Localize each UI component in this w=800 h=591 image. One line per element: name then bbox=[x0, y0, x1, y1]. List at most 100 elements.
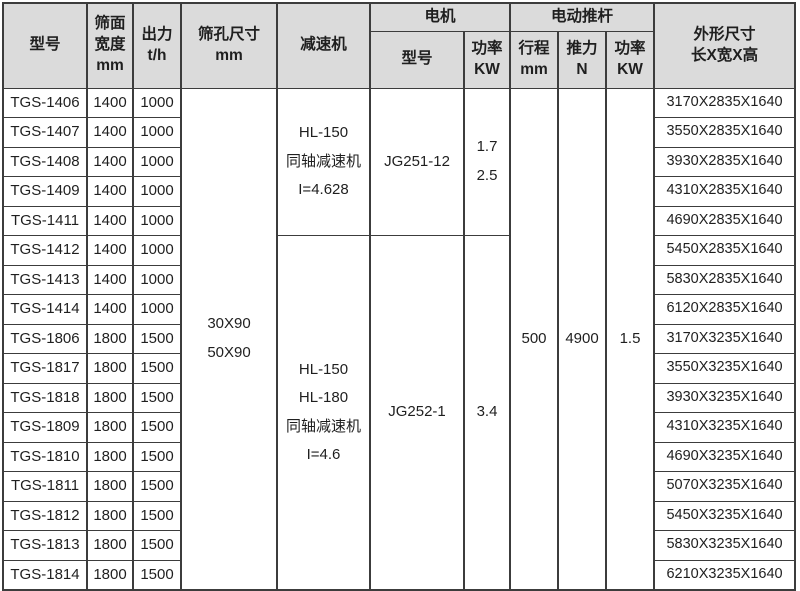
cell-model: TGS-1809 bbox=[2, 412, 88, 443]
header-reducer: 减速机 bbox=[276, 2, 371, 89]
cell-hole-size: 30X90 50X90 bbox=[180, 87, 278, 591]
cell-screen-width: 1800 bbox=[86, 323, 134, 354]
cell-dimensions: 3550X2835X1640 bbox=[653, 117, 797, 148]
table-header: 型号 筛面 宽度 mm 出力 t/h 筛孔尺寸 mm 减速机 电机 电动推杆 外… bbox=[2, 2, 797, 89]
cell-screen-width: 1400 bbox=[86, 146, 134, 177]
cell-output: 1500 bbox=[132, 323, 182, 354]
cell-output: 1500 bbox=[132, 471, 182, 502]
cell-dimensions: 6120X2835X1640 bbox=[653, 294, 797, 325]
table-row: TGS-1412 1400 1000 HL-150 HL-180 同轴减速机 I… bbox=[2, 235, 797, 591]
cell-screen-width: 1400 bbox=[86, 205, 134, 236]
cell-model: TGS-1810 bbox=[2, 441, 88, 472]
cell-model: TGS-1814 bbox=[2, 559, 88, 591]
table-row: TGS-1812 1800 1500 5450X3235X1640 bbox=[2, 500, 797, 531]
cell-dimensions: 3170X2835X1640 bbox=[653, 87, 797, 118]
table-row: TGS-1811 1800 1500 5070X3235X1640 bbox=[2, 471, 797, 502]
header-actuator-power: 功率 KW bbox=[605, 30, 656, 89]
cell-model: TGS-1407 bbox=[2, 117, 88, 148]
header-motor-power: 功率 KW bbox=[462, 30, 512, 89]
table-row: TGS-1408 1400 1000 3930X2835X1640 bbox=[2, 146, 797, 177]
table-row: TGS-1406 1400 1000 30X90 50X90 HL-150 同轴… bbox=[2, 87, 797, 591]
cell-screen-width: 1400 bbox=[86, 264, 134, 295]
cell-output: 1000 bbox=[132, 117, 182, 148]
cell-output: 1500 bbox=[132, 500, 182, 531]
cell-output: 1000 bbox=[132, 264, 182, 295]
header-model: 型号 bbox=[2, 2, 88, 89]
cell-dimensions: 4310X2835X1640 bbox=[653, 176, 797, 207]
cell-dimensions: 4690X2835X1640 bbox=[653, 205, 797, 236]
cell-actuator-power: 1.5 bbox=[605, 87, 656, 591]
table-row: TGS-1809 1800 1500 4310X3235X1640 bbox=[2, 412, 797, 443]
table-body: TGS-1406 1400 1000 30X90 50X90 HL-150 同轴… bbox=[2, 87, 797, 591]
cell-screen-width: 1400 bbox=[86, 235, 134, 266]
cell-model: TGS-1813 bbox=[2, 530, 88, 561]
cell-dimensions: 5450X2835X1640 bbox=[653, 235, 797, 266]
cell-dimensions: 3170X3235X1640 bbox=[653, 323, 797, 354]
table-row: TGS-1810 1800 1500 4690X3235X1640 bbox=[2, 441, 797, 472]
cell-model: TGS-1818 bbox=[2, 382, 88, 413]
cell-model: TGS-1811 bbox=[2, 471, 88, 502]
cell-dimensions: 4310X3235X1640 bbox=[653, 412, 797, 443]
cell-reducer-group2: HL-150 HL-180 同轴减速机 I=4.6 bbox=[276, 235, 371, 591]
cell-model: TGS-1414 bbox=[2, 294, 88, 325]
cell-screen-width: 1800 bbox=[86, 471, 134, 502]
cell-model: TGS-1812 bbox=[2, 500, 88, 531]
cell-output: 1000 bbox=[132, 146, 182, 177]
cell-dimensions: 5830X3235X1640 bbox=[653, 530, 797, 561]
cell-motor-model-group1: JG251-12 bbox=[369, 87, 465, 236]
table-row: TGS-1817 1800 1500 3550X3235X1640 bbox=[2, 353, 797, 384]
cell-screen-width: 1800 bbox=[86, 353, 134, 384]
table-row: TGS-1409 1400 1000 4310X2835X1640 bbox=[2, 176, 797, 207]
cell-model: TGS-1817 bbox=[2, 353, 88, 384]
table-row: TGS-1813 1800 1500 5830X3235X1640 bbox=[2, 530, 797, 561]
header-motor-group: 电机 bbox=[368, 2, 512, 32]
cell-output: 1000 bbox=[132, 205, 182, 236]
cell-screen-width: 1400 bbox=[86, 176, 134, 207]
cell-output: 1500 bbox=[132, 412, 182, 443]
header-thrust: 推力 N bbox=[557, 30, 608, 89]
cell-output: 1000 bbox=[132, 235, 182, 266]
table-row: TGS-1806 1800 1500 3170X3235X1640 bbox=[2, 323, 797, 354]
cell-reducer-group1: HL-150 同轴减速机 I=4.628 bbox=[276, 87, 371, 236]
header-motor-model: 型号 bbox=[369, 30, 465, 89]
cell-screen-width: 1400 bbox=[86, 87, 134, 118]
cell-output: 1500 bbox=[132, 530, 182, 561]
cell-screen-width: 1800 bbox=[86, 441, 134, 472]
cell-screen-width: 1800 bbox=[86, 500, 134, 531]
cell-output: 1500 bbox=[132, 353, 182, 384]
cell-output: 1000 bbox=[132, 87, 182, 118]
cell-dimensions: 5070X3235X1640 bbox=[653, 471, 797, 502]
header-row-groups: 型号 筛面 宽度 mm 出力 t/h 筛孔尺寸 mm 减速机 电机 电动推杆 外… bbox=[2, 2, 797, 89]
cell-stroke: 500 bbox=[509, 87, 560, 591]
table-row: TGS-1407 1400 1000 3550X2835X1640 bbox=[2, 117, 797, 148]
table-row: TGS-1413 1400 1000 5830X2835X1640 bbox=[2, 264, 797, 295]
cell-model: TGS-1406 bbox=[2, 87, 88, 118]
cell-dimensions: 3930X2835X1640 bbox=[653, 146, 797, 177]
cell-model: TGS-1413 bbox=[2, 264, 88, 295]
cell-model: TGS-1411 bbox=[2, 205, 88, 236]
header-screen-width: 筛面 宽度 mm bbox=[86, 2, 134, 89]
cell-output: 1500 bbox=[132, 559, 182, 591]
cell-dimensions: 4690X3235X1640 bbox=[653, 441, 797, 472]
cell-model: TGS-1408 bbox=[2, 146, 88, 177]
cell-screen-width: 1400 bbox=[86, 117, 134, 148]
cell-motor-power-group2: 3.4 bbox=[462, 235, 512, 591]
cell-model: TGS-1409 bbox=[2, 176, 88, 207]
table-row: TGS-1414 1400 1000 6120X2835X1640 bbox=[2, 294, 797, 325]
cell-thrust: 4900 bbox=[557, 87, 608, 591]
header-actuator-group: 电动推杆 bbox=[509, 2, 656, 32]
header-stroke: 行程 mm bbox=[509, 30, 560, 89]
header-dimensions: 外形尺寸 长X宽X高 bbox=[653, 2, 797, 89]
cell-dimensions: 5450X3235X1640 bbox=[653, 500, 797, 531]
cell-screen-width: 1800 bbox=[86, 412, 134, 443]
cell-model: TGS-1806 bbox=[2, 323, 88, 354]
cell-dimensions: 6210X3235X1640 bbox=[653, 559, 797, 591]
cell-screen-width: 1800 bbox=[86, 382, 134, 413]
cell-output: 1500 bbox=[132, 382, 182, 413]
cell-dimensions: 3930X3235X1640 bbox=[653, 382, 797, 413]
cell-motor-model-group2: JG252-1 bbox=[369, 235, 465, 591]
cell-output: 1000 bbox=[132, 294, 182, 325]
cell-dimensions: 3550X3235X1640 bbox=[653, 353, 797, 384]
